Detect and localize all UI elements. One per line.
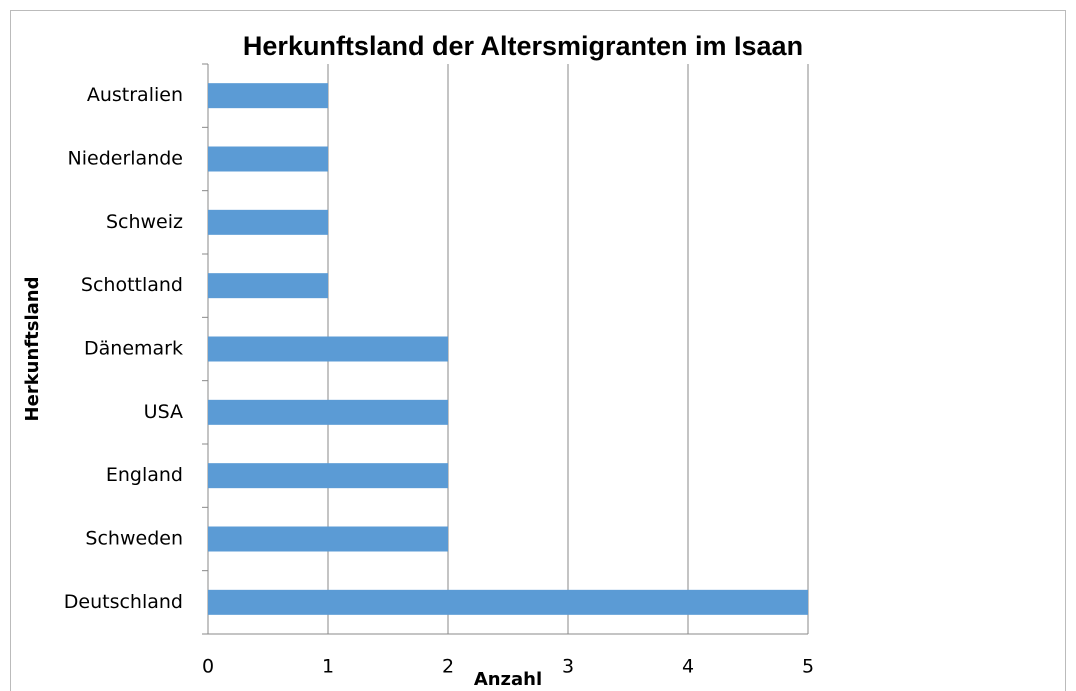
y-tick-label: Australien	[87, 84, 183, 106]
bar	[208, 83, 328, 109]
x-tick-label: 0	[202, 656, 214, 678]
bar	[208, 589, 808, 615]
bar	[208, 463, 448, 489]
x-tick-label: 5	[802, 656, 814, 678]
x-tick-label: 1	[322, 656, 334, 678]
x-tick-label: 3	[562, 656, 574, 678]
bar	[208, 209, 328, 235]
bar	[208, 273, 328, 299]
y-tick-label: Niederlande	[68, 148, 183, 170]
x-tick-label: 2	[442, 656, 454, 678]
bar	[208, 526, 448, 552]
bar	[208, 399, 448, 425]
bar	[208, 336, 448, 362]
x-tick-label: 4	[682, 656, 694, 678]
y-tick-label: England	[106, 464, 183, 486]
x-axis-title: Anzahl	[474, 669, 542, 690]
y-tick-label: USA	[144, 401, 183, 423]
y-tick-label: Schottland	[81, 274, 183, 296]
y-tick-label: Schweiz	[106, 211, 183, 233]
chart-border	[10, 10, 1066, 691]
y-tick-label: Deutschland	[64, 591, 183, 613]
bar	[208, 146, 328, 172]
y-axis-title: Herkunftsland	[22, 277, 43, 422]
y-tick-label: Dänemark	[84, 338, 183, 360]
y-tick-label: Schweden	[85, 528, 183, 550]
chart-title: Herkunftsland der Altersmigranten im Isa…	[243, 31, 803, 61]
